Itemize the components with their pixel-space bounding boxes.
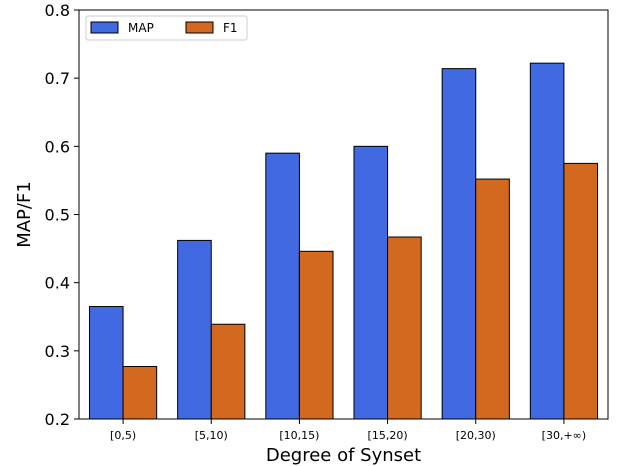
bar-map-5	[529, 62, 565, 420]
plot-frame	[78, 9, 609, 420]
y-tick-label-5: 0.7	[45, 69, 70, 88]
x-tick-label-2: [10,15)	[279, 429, 319, 442]
legend-swatch-f1	[185, 21, 214, 34]
legend: MAP F1	[85, 15, 248, 41]
bar-f1-5	[563, 162, 599, 420]
y-tick-label-4: 0.6	[45, 137, 70, 156]
legend-label-map: MAP	[128, 21, 154, 35]
x-tick-label-5: [30,+∞)	[542, 429, 586, 442]
bar-f1-0	[122, 366, 158, 420]
x-tick-label-1: [5,10)	[195, 429, 228, 442]
bar-map-1	[177, 239, 212, 420]
bar-map-3	[353, 145, 389, 420]
bar-f1-2	[298, 250, 334, 420]
bar-map-0	[88, 306, 124, 420]
x-tick-label-3: [15,20)	[368, 429, 408, 442]
x-tick-label-0: [0,5)	[110, 429, 136, 442]
y-axis-ticks: 0.2 0.3 0.4 0.5 0.6 0.7 0.8	[45, 1, 79, 429]
x-axis-ticks: [0,5) [5,10) [10,15) [15,20) [20,30) [30,+∞)	[110, 419, 586, 442]
y-tick-label-0: 0.2	[45, 410, 70, 429]
x-axis-label: Degree of Synset	[266, 445, 421, 466]
bar-f1-3	[387, 236, 422, 420]
bar-f1-1	[210, 323, 246, 420]
y-axis-label: MAP/F1	[14, 181, 35, 248]
bar-f1-4	[475, 178, 510, 420]
x-tick-label-4: [20,30)	[456, 429, 496, 442]
y-tick-label-6: 0.8	[45, 1, 70, 20]
y-tick-label-3: 0.5	[45, 206, 70, 225]
y-tick-label-2: 0.4	[45, 274, 70, 293]
bar-map-2	[265, 152, 300, 420]
y-tick-label-1: 0.3	[45, 342, 70, 361]
legend-swatch-map	[90, 21, 119, 34]
bars-layer	[88, 62, 599, 420]
bar-map-4	[441, 68, 477, 420]
legend-label-f1: F1	[223, 21, 238, 35]
